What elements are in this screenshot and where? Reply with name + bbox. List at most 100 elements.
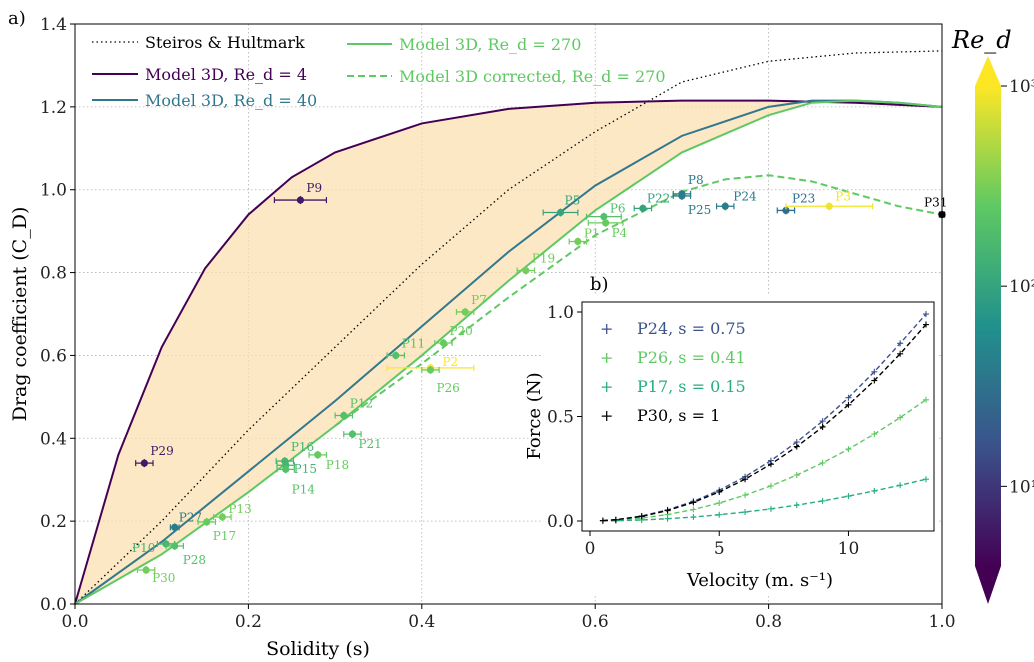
data-point-p14: P14 (276, 465, 316, 496)
inset-legend-entry-p24: P24, s = 0.75 (637, 319, 746, 338)
inset-legend-marker-p17: + (600, 377, 613, 396)
legend-entry-re40: Model 3D, Re_d = 40 (145, 91, 317, 110)
inset-marker (742, 476, 749, 483)
point-label: P11 (402, 336, 425, 350)
point-label: P9 (306, 181, 322, 195)
inset-y-tick-label: 0.5 (547, 408, 574, 428)
y-tick-label: 1.0 (40, 181, 67, 201)
point-label: P26 (436, 381, 459, 395)
point-label: P3 (835, 189, 851, 203)
inset-marker (897, 340, 904, 347)
point-label: P18 (326, 458, 349, 472)
inset-marker (638, 513, 645, 520)
data-point-p21: P21 (343, 430, 382, 451)
data-point-p18: P18 (308, 450, 349, 472)
inset-marker (716, 488, 723, 495)
point-label: P14 (292, 482, 316, 496)
point-marker (461, 308, 469, 316)
point-marker (142, 566, 150, 574)
inset-marker (845, 446, 852, 453)
colorbar-bottom-arrow (975, 566, 1001, 604)
inset-marker (612, 516, 619, 523)
point-label: P10 (132, 541, 155, 555)
data-point-p31: P31 (924, 196, 947, 219)
x-tick-label: 0.2 (235, 612, 262, 632)
point-label: P23 (792, 191, 815, 205)
point-marker (678, 192, 686, 200)
point-label: P7 (471, 293, 487, 307)
y-tick-label: 0.8 (40, 264, 67, 284)
point-marker (282, 465, 290, 473)
point-label: P16 (291, 440, 314, 454)
inset-marker (690, 514, 697, 521)
inset-legend-entry-p30: P30, s = 1 (637, 406, 720, 425)
point-label: P20 (449, 324, 472, 338)
inset-marker (664, 507, 671, 514)
colorbar-tick-label: 10³ (1009, 77, 1034, 97)
point-label: P19 (532, 252, 555, 266)
point-marker (782, 206, 790, 215)
series-line-2 (74, 99, 943, 605)
inset-marker (871, 377, 878, 384)
inset-fit-line (602, 478, 927, 522)
inset-legend-entry-p17: P17, s = 0.15 (637, 377, 746, 396)
inset-marker (664, 515, 671, 522)
x-tick-label: 1.0 (928, 612, 955, 632)
main-x-axis-label: Solidity (s) (266, 638, 370, 660)
data-point-p27: P27 (169, 510, 202, 532)
point-label: P22 (647, 191, 670, 205)
inset-marker (716, 511, 723, 518)
data-point-p13: P13 (213, 502, 252, 521)
inset-marker (897, 414, 904, 421)
data-point-p8: P8 (672, 173, 704, 198)
y-tick-label: 0.0 (40, 595, 67, 615)
x-tick-label: 0.4 (408, 612, 435, 632)
inset-ticks: 0 5 10 0.0 0.5 1.0 (547, 303, 859, 559)
data-point-p12: P12 (334, 397, 373, 420)
inset-marker (742, 509, 749, 516)
inset-fit-line (602, 399, 927, 522)
data-point-p26: P26 (421, 365, 460, 395)
inset-series (599, 311, 929, 524)
point-marker (574, 237, 582, 246)
point-label: P1 (584, 227, 600, 241)
inset-marker (767, 505, 774, 512)
inset-marker (845, 394, 852, 401)
point-marker (439, 339, 448, 347)
inset-marker (742, 492, 749, 499)
point-label: P21 (358, 437, 381, 451)
colorbar-tick-label: 10¹ (1009, 477, 1034, 497)
point-marker (140, 459, 148, 467)
panel-b-label: b) (590, 274, 609, 295)
data-point-p4: P4 (587, 218, 628, 240)
point-marker (639, 204, 647, 212)
inset-marker (819, 418, 826, 425)
y-tick-label: 1.2 (40, 98, 67, 118)
inset-marker (923, 321, 929, 328)
colorbar-top-arrow (975, 56, 1001, 86)
inset-legend: + P24, s = 0.75 + P26, s = 0.41 + P17, s… (600, 319, 746, 425)
point-label: P25 (688, 203, 711, 217)
point-marker (340, 411, 348, 420)
point-label: P6 (610, 202, 626, 216)
y-tick-label: 1.4 (40, 15, 67, 35)
point-label: P29 (150, 444, 173, 458)
point-marker (522, 266, 530, 275)
data-point-p29: P29 (135, 444, 174, 468)
point-label: P12 (350, 397, 373, 411)
inset-series-4 (599, 321, 929, 524)
legend-entry-re270-corrected: Model 3D corrected, Re_d = 270 (399, 67, 666, 86)
inset-x-tick-label: 5 (714, 539, 725, 559)
inset-marker (897, 350, 904, 357)
inset-fit-line (602, 324, 927, 522)
series-line-4 (74, 99, 943, 605)
x-tick-label: 0.6 (582, 612, 609, 632)
data-point-p17: P17 (197, 517, 236, 543)
inset-marker (793, 443, 800, 450)
data-point-p6: P6 (585, 202, 626, 221)
point-label: P8 (688, 173, 704, 187)
colorbar-tick-label: 10² (1009, 277, 1034, 297)
inset-marker (897, 482, 904, 489)
inset-marker (690, 506, 697, 513)
inset-marker (690, 499, 697, 506)
